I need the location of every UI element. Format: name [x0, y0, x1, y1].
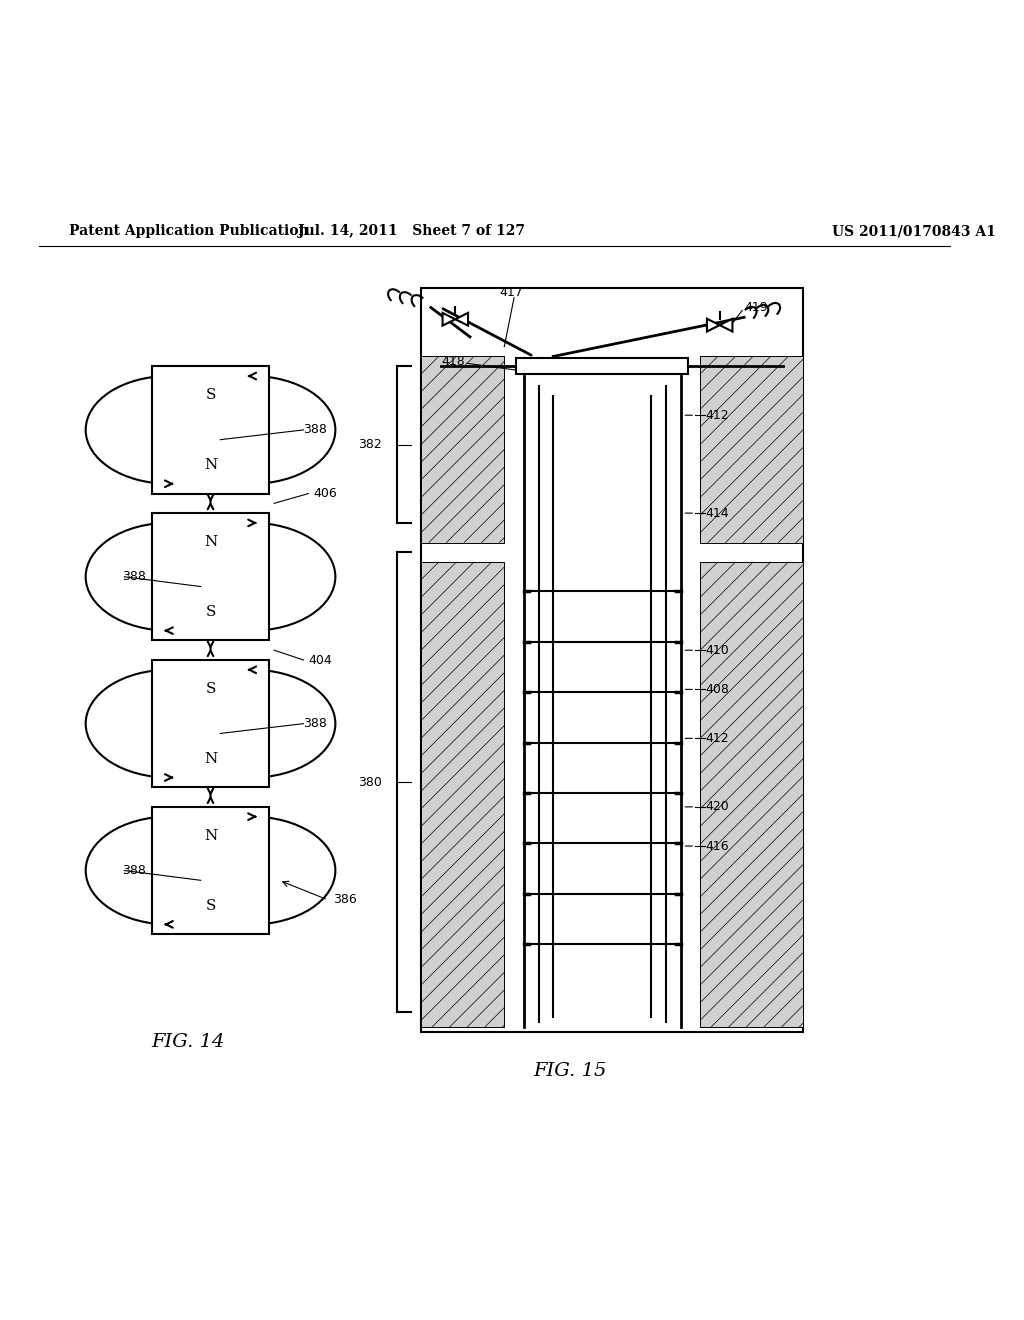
Text: 388: 388	[303, 424, 328, 437]
Text: 388: 388	[123, 865, 146, 876]
Text: 380: 380	[358, 776, 382, 789]
Text: US 2011/0170843 A1: US 2011/0170843 A1	[833, 224, 996, 238]
Text: 412: 412	[705, 409, 729, 421]
Text: N: N	[204, 458, 217, 473]
Bar	[700, 356, 803, 543]
Text: 412: 412	[705, 731, 729, 744]
Text: S: S	[206, 605, 216, 619]
Text: 410: 410	[705, 644, 729, 657]
Text: 417: 417	[500, 286, 523, 300]
Text: 418: 418	[441, 355, 465, 368]
Text: FIG. 14: FIG. 14	[152, 1032, 225, 1051]
Bar	[516, 359, 688, 374]
Text: Jul. 14, 2011   Sheet 7 of 127: Jul. 14, 2011 Sheet 7 of 127	[298, 224, 524, 238]
Bar	[152, 807, 269, 935]
Text: N: N	[204, 535, 217, 549]
Bar	[152, 513, 269, 640]
Bar	[152, 366, 269, 494]
Bar	[700, 356, 803, 543]
Bar	[421, 562, 504, 1027]
Text: 382: 382	[358, 438, 382, 451]
Text: 414: 414	[705, 507, 729, 520]
Text: N: N	[204, 829, 217, 842]
Text: 388: 388	[123, 570, 146, 583]
Polygon shape	[442, 313, 456, 326]
Bar	[421, 356, 504, 543]
Text: Patent Application Publication: Patent Application Publication	[69, 224, 308, 238]
Text: S: S	[206, 388, 216, 401]
Bar	[700, 562, 803, 1027]
Text: S: S	[206, 899, 216, 912]
Text: 388: 388	[303, 717, 328, 730]
Polygon shape	[707, 318, 720, 331]
Polygon shape	[720, 318, 732, 331]
Text: 406: 406	[313, 487, 337, 500]
Text: FIG. 15: FIG. 15	[534, 1063, 607, 1080]
Text: 416: 416	[705, 840, 729, 853]
Bar	[700, 562, 803, 1027]
Text: 408: 408	[705, 682, 729, 696]
Text: 404: 404	[308, 653, 332, 667]
Text: N: N	[204, 751, 217, 766]
Text: 386: 386	[333, 894, 356, 907]
Bar	[152, 660, 269, 787]
Text: 419: 419	[744, 301, 768, 314]
Text: S: S	[206, 681, 216, 696]
Bar	[421, 356, 504, 543]
Bar	[421, 288, 803, 1032]
Text: 420: 420	[705, 800, 729, 813]
Polygon shape	[456, 313, 468, 326]
Bar	[421, 562, 504, 1027]
